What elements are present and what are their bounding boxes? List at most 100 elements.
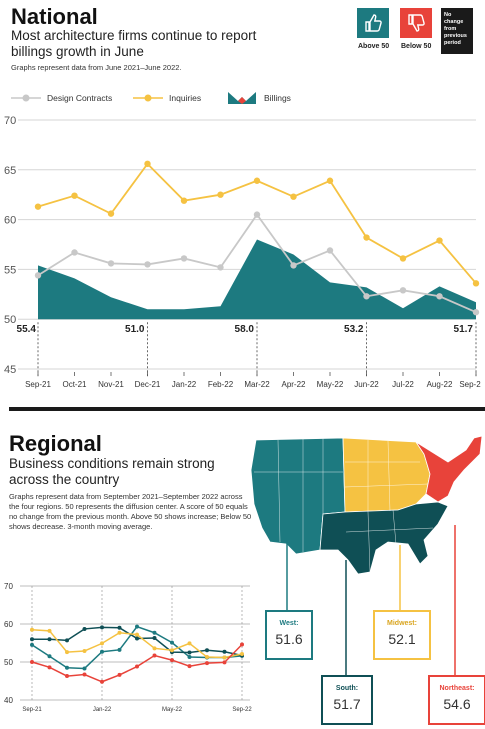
us-region-map	[250, 435, 483, 575]
series-0-point-0	[34, 272, 42, 279]
series-0-point-8	[326, 247, 334, 254]
region-midwest-value: 52.1	[388, 631, 416, 647]
reg-series-3-point-7	[152, 653, 157, 658]
map-northeast	[415, 435, 483, 503]
y-tick-label-50: 50	[4, 314, 16, 326]
reg-series-1-point-11	[222, 649, 227, 654]
regional-subtitle: Business conditions remain strong across…	[9, 456, 215, 487]
x-tick-label-0: Sep-21	[25, 380, 51, 389]
region-south-label: South:	[335, 685, 359, 692]
series-1-point-0	[34, 203, 42, 210]
reg-series-3-point-8	[170, 658, 174, 663]
below-50-label: Below 50	[401, 43, 432, 50]
reg-series-3-point-0	[30, 660, 34, 664]
region-northeast-value: 54.6	[443, 696, 471, 712]
regional-title: Regional	[9, 431, 102, 456]
series-0-point-1	[71, 249, 78, 256]
reg-x-tick-label-12: Sep-22	[232, 707, 252, 713]
region-south-value: 51.7	[333, 696, 361, 712]
reg-x-tick-label-8: May-22	[162, 707, 183, 713]
region-box-south: South: 51.7	[321, 675, 373, 725]
above-50-label: Above 50	[358, 43, 390, 50]
series-0-point-7	[290, 262, 297, 269]
reg-series-2-point-5	[117, 630, 122, 635]
x-tick-label-8: May-22	[317, 380, 344, 389]
legend-billings-label: Billings	[264, 93, 291, 103]
annotation-label-0: 55.4	[17, 324, 37, 335]
reg-series-0-point-5	[117, 647, 122, 652]
x-tick-label-6: Mar-22	[244, 380, 270, 389]
reg-series-2-point-9	[187, 641, 192, 646]
x-tick-label-7: Apr-22	[281, 380, 306, 389]
legend-billings: Billings	[228, 91, 291, 105]
reg-series-0-point-6	[135, 624, 139, 629]
reg-series-2-point-11	[222, 655, 227, 660]
reg-series-1-point-1	[47, 637, 52, 642]
x-tick-label-11: Aug-22	[427, 380, 453, 389]
no-change-label: No change from previous period	[444, 12, 467, 46]
series-1-point-1	[71, 192, 78, 199]
reg-series-3-point-12	[240, 642, 244, 647]
y-tick-label-70: 70	[4, 115, 16, 127]
reg-series-3-point-5	[117, 672, 122, 677]
series-1-point-10	[399, 255, 407, 262]
reg-series-3-point-11	[222, 660, 227, 665]
region-west-label: West:	[279, 620, 299, 627]
regional-chart: 40 50 60 70 Sep-21 Jan-22 May-22 Sep-22	[4, 582, 252, 713]
series-0-point-12	[472, 309, 480, 316]
x-tick-label-4: Jan-22	[172, 380, 197, 389]
reg-series-3-point-4	[100, 679, 104, 684]
reg-series-3-point-9	[187, 664, 192, 669]
series-1-point-2	[107, 210, 115, 217]
annotation-label-1: 51.0	[125, 324, 145, 335]
regional-note: Graphs represent data from September 202…	[9, 492, 252, 531]
reg-series-2-point-1	[47, 628, 52, 633]
region-box-northeast: Northeast: 54.6	[428, 675, 485, 725]
legend-inquiries: Inquiries	[133, 93, 201, 103]
reg-series-0-point-4	[100, 649, 104, 654]
series-1-point-6	[253, 177, 261, 184]
y-tick-label-45: 45	[4, 364, 16, 376]
reg-y-tick-label-70: 70	[4, 582, 13, 591]
region-box-west: West: 51.6	[265, 610, 313, 660]
series-0-point-5	[217, 264, 224, 271]
series-0-point-2	[107, 260, 115, 267]
reg-series-0-point-7	[152, 630, 157, 635]
national-subtitle: Most architecture firms continue to repo…	[11, 28, 257, 59]
reg-series-2-point-6	[135, 632, 139, 637]
annotation-label-4: 51.7	[454, 324, 474, 335]
region-northeast-label: Northeast:	[439, 685, 475, 692]
y-tick-label-60: 60	[4, 215, 16, 227]
series-1-point-7	[290, 193, 297, 200]
series-0-point-4	[180, 255, 188, 262]
x-tick-label-10: Jul-22	[392, 380, 414, 389]
series-1-point-8	[326, 177, 334, 184]
series-0-point-10	[399, 287, 407, 294]
reg-series-3-point-2	[65, 674, 69, 679]
legend-area-teal-icon	[228, 92, 256, 104]
reg-series-3-point-6	[135, 664, 139, 669]
reg-series-1-point-10	[205, 648, 209, 653]
reg-series-1-point-7	[152, 636, 157, 641]
series-0-point-11	[436, 293, 443, 300]
x-tick-label-9: Jun-22	[354, 380, 379, 389]
legend-design-contracts: Design Contracts	[11, 93, 112, 103]
region-box-midwest: Midwest: 52.1	[373, 610, 431, 660]
reg-series-0-point-2	[65, 665, 69, 670]
annotation-label-2: 58.0	[235, 324, 255, 335]
reg-series-2-point-3	[82, 648, 87, 653]
reg-y-tick-label-40: 40	[4, 696, 13, 705]
series-1-point-12	[472, 280, 480, 287]
legend-inquiries-label: Inquiries	[169, 93, 202, 103]
reg-series-0-point-0	[30, 642, 34, 647]
reg-series-3-point-10	[205, 661, 209, 666]
series-0-point-6	[253, 211, 261, 218]
y-tick-label-55: 55	[4, 264, 16, 276]
reg-series-1-point-9	[187, 650, 192, 655]
series-0-point-3	[144, 261, 151, 268]
national-title: National	[11, 4, 98, 29]
reg-series-2-point-0	[30, 627, 34, 632]
reg-series-1-point-2	[65, 638, 69, 643]
series-1-point-4	[180, 197, 188, 204]
